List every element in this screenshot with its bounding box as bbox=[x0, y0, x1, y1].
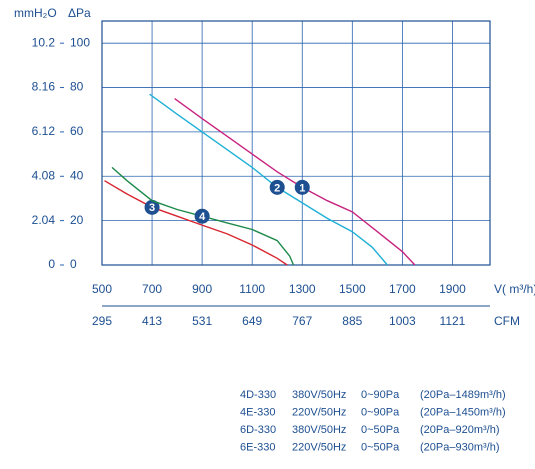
plot-frame bbox=[101, 20, 491, 266]
x-tick-label: 1300 bbox=[289, 282, 316, 296]
y-tick-label: 40 bbox=[70, 168, 84, 182]
y2-tick-label: 2.04 bbox=[32, 213, 56, 227]
curve-label: 2 bbox=[274, 182, 280, 194]
curve-label: 3 bbox=[149, 202, 155, 214]
curve-label: 1 bbox=[299, 182, 305, 194]
spec-cell: 380V/50Hz bbox=[292, 389, 346, 401]
spec-cell: (20Pa–1489m³/h) bbox=[420, 389, 506, 401]
x2-tick-label: 1121 bbox=[440, 314, 466, 328]
x-tick-label: 1700 bbox=[389, 282, 416, 296]
curve-marker bbox=[194, 208, 210, 224]
x2-tick-label: 413 bbox=[142, 314, 162, 328]
x-axis-title: V( m³/h) bbox=[494, 282, 535, 296]
spec-cell: 4D-330 bbox=[240, 389, 276, 401]
spec-cell: 6E-330 bbox=[240, 441, 275, 453]
curve-label: 4 bbox=[199, 211, 206, 223]
spec-cell: 220V/50Hz bbox=[292, 441, 346, 453]
y2-tick-label: 4.08 bbox=[32, 168, 56, 182]
spec-cell: 0~50Pa bbox=[361, 424, 400, 436]
curve-marker bbox=[144, 199, 160, 215]
x-tick-label: 700 bbox=[142, 282, 162, 296]
spec-cell: 220V/50Hz bbox=[292, 406, 346, 418]
curve bbox=[174, 98, 416, 266]
x2-axis-title: CFM bbox=[494, 314, 520, 328]
spec-cell: 0~90Pa bbox=[361, 406, 400, 418]
x-tick-label: 1500 bbox=[339, 282, 366, 296]
y2-axis-title: mmH₂O bbox=[14, 6, 57, 20]
curve-marker bbox=[269, 179, 285, 195]
x2-tick-label: 885 bbox=[342, 314, 362, 328]
y-tick-label: 0 bbox=[70, 257, 77, 271]
spec-cell: 4E-330 bbox=[240, 406, 275, 418]
y2-tick-label: 10.2 bbox=[32, 35, 56, 49]
spec-cell: 380V/50Hz bbox=[292, 424, 346, 436]
x2-tick-label: 767 bbox=[292, 314, 312, 328]
curve bbox=[149, 93, 388, 266]
x-tick-label: 1900 bbox=[439, 282, 466, 296]
x-tick-label: 1100 bbox=[239, 282, 265, 296]
curve-marker bbox=[294, 179, 310, 195]
y2-tick-label: 0 bbox=[48, 257, 55, 271]
x2-tick-label: 531 bbox=[192, 314, 212, 328]
x2-tick-label: 295 bbox=[92, 314, 112, 328]
spec-cell: 0~50Pa bbox=[361, 441, 400, 453]
y2-tick-label: 6.12 bbox=[32, 124, 56, 138]
y-tick-label: 60 bbox=[70, 124, 84, 138]
spec-cell: 0~90Pa bbox=[361, 389, 400, 401]
curve bbox=[111, 166, 295, 266]
x2-tick-label: 1003 bbox=[389, 314, 416, 328]
y-tick-label: 100 bbox=[70, 35, 90, 49]
spec-cell: (20Pa–920m³/h) bbox=[420, 424, 500, 436]
x-tick-label: 900 bbox=[192, 282, 212, 296]
y2-tick-label: 8.16 bbox=[32, 80, 56, 94]
spec-cell: (20Pa–930m³/h) bbox=[420, 441, 500, 453]
x-tick-label: 500 bbox=[92, 282, 112, 296]
spec-cell: (20Pa–1450m³/h) bbox=[420, 406, 506, 418]
y-tick-label: 20 bbox=[70, 213, 84, 227]
spec-cell: 6D-330 bbox=[240, 424, 276, 436]
x2-tick-label: 649 bbox=[242, 314, 262, 328]
y-tick-label: 80 bbox=[70, 80, 84, 94]
curve bbox=[104, 180, 288, 266]
y-axis-title: ΔPa bbox=[68, 6, 91, 20]
